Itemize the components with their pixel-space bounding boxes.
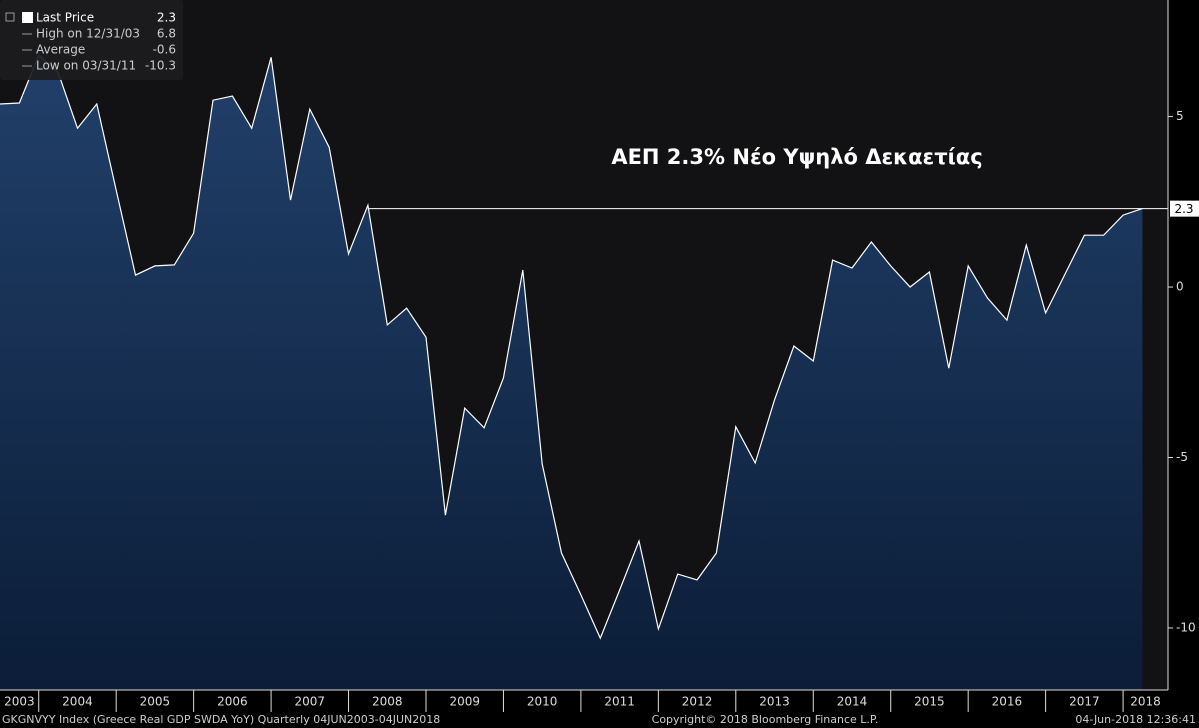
legend-value: -10.3 bbox=[145, 59, 176, 73]
footer-center: Copyright© 2018 Bloomberg Finance L.P. bbox=[652, 713, 879, 726]
legend-label: Last Price bbox=[36, 11, 94, 25]
legend-toggle bbox=[5, 12, 15, 22]
footer-right: 04-Jun-2018 12:36:41 bbox=[1075, 713, 1196, 726]
x-tick-label: 2011 bbox=[604, 695, 635, 709]
x-tick-label: 2015 bbox=[914, 695, 945, 709]
x-tick-label: 2009 bbox=[449, 695, 480, 709]
x-tick-label: 2013 bbox=[759, 695, 790, 709]
area bbox=[0, 55, 1143, 690]
x-tick-label: 2003 bbox=[4, 695, 35, 709]
legend-swatch bbox=[22, 12, 33, 23]
x-tick-label: 2018 bbox=[1130, 695, 1161, 709]
x-tick-label: 2014 bbox=[837, 695, 868, 709]
y-tick-label: -10 bbox=[1176, 620, 1196, 634]
footer-left: GKGNVYY Index (Greece Real GDP SWDA YoY)… bbox=[2, 713, 440, 726]
last-price-box bbox=[1170, 200, 1199, 217]
legend-label: High on 12/31/03 bbox=[36, 27, 140, 41]
last-price-label: 2.3 bbox=[1174, 202, 1193, 216]
y-tick-label: 0 bbox=[1176, 280, 1184, 294]
legend-box bbox=[0, 0, 183, 80]
x-tick-label: 2006 bbox=[217, 695, 248, 709]
legend-label: Low on 03/31/11 bbox=[36, 59, 136, 73]
x-tick-label: 2017 bbox=[1069, 695, 1100, 709]
annotation: ΑΕΠ 2.3% Νέο Υψηλό Δεκαετίας bbox=[611, 145, 982, 169]
line bbox=[0, 54, 1143, 640]
x-tick-label: 2012 bbox=[682, 695, 713, 709]
x-tick-label: 2005 bbox=[140, 695, 171, 709]
x-tick-label: 2010 bbox=[527, 695, 558, 709]
y-tick-label: 5 bbox=[1176, 109, 1184, 123]
y-tick-label: -5 bbox=[1176, 450, 1188, 464]
legend-label: Average bbox=[36, 43, 85, 57]
x-tick-label: 2004 bbox=[62, 695, 93, 709]
legend-value: 2.3 bbox=[157, 11, 176, 25]
x-tick-label: 2008 bbox=[372, 695, 403, 709]
legend-value: -0.6 bbox=[153, 43, 176, 57]
x-tick-label: 2007 bbox=[295, 695, 326, 709]
x-tick-label: 2016 bbox=[992, 695, 1023, 709]
legend-value: 6.8 bbox=[157, 27, 176, 41]
